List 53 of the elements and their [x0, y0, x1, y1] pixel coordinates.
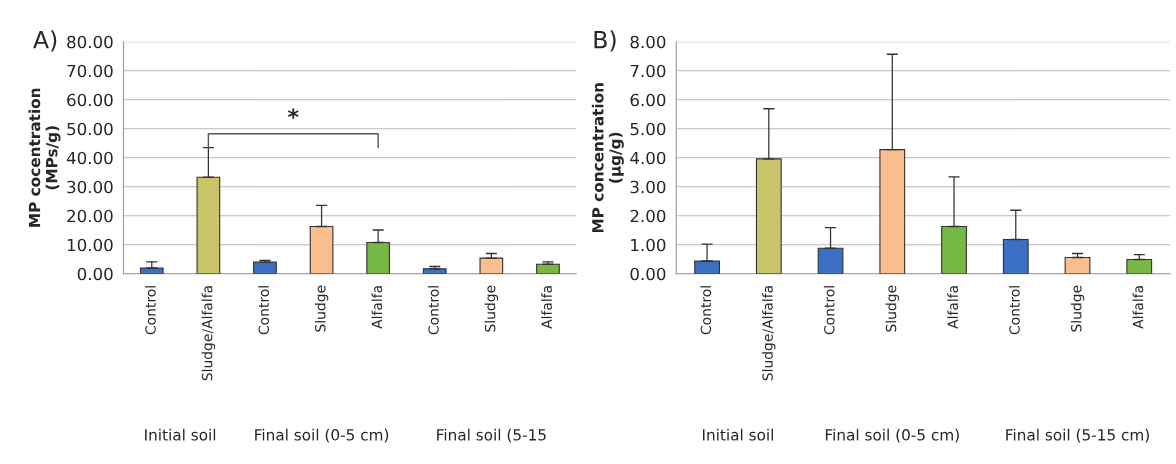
x-tick-label: Sludge [1070, 285, 1085, 332]
y-tick-label: 10.00 [67, 238, 113, 252]
y-tick-label: 80.00 [67, 35, 113, 49]
annotation: * [287, 108, 299, 119]
text: Final soil (5-15 cm) [1006, 428, 1149, 443]
y-tick-label: 5.00 [630, 122, 666, 136]
x-tick-label: Sludge [885, 285, 900, 332]
y-tick-label: 1.00 [631, 238, 666, 252]
y-axis-title: MP concentration (µg/g) [591, 83, 624, 233]
text: Initial soil [145, 428, 216, 441]
text: Final soil (0-5 cm) [825, 428, 959, 443]
text: Final soil (0-5 cm) [255, 428, 389, 443]
y-tick-label: 0.00 [77, 267, 113, 281]
x-tick-label: Control [823, 286, 835, 335]
bar [1126, 258, 1153, 274]
y-tick-label: 20.00 [67, 209, 113, 223]
y-tick-label: 8.00 [630, 35, 666, 49]
y-tick-label: 2.00 [630, 209, 666, 223]
y-tick-label: 30.00 [67, 180, 113, 194]
x-tick-label: Alfalfa [947, 286, 959, 329]
x-tick-label: Control [258, 286, 269, 335]
bar [536, 263, 560, 274]
x-tick-label: Control [1009, 286, 1020, 335]
y-tick-label: 40.00 [66, 151, 113, 165]
y-tick-label: 70.00 [67, 64, 113, 78]
x-tick-label: Control [428, 286, 439, 335]
bar [479, 257, 504, 274]
x-tick-label: Alfalfa [371, 286, 383, 329]
x-tick-label: Control [700, 286, 712, 335]
y-tick-label: 60.00 [67, 93, 113, 107]
y-tick-label: 4.00 [630, 151, 666, 165]
bar [694, 260, 720, 274]
y-tick-label: 3.00 [630, 180, 666, 194]
chart-title: B) [594, 30, 616, 52]
x-tick-label: Control [145, 286, 156, 335]
x-tick-label: Alfalfa [1132, 286, 1144, 329]
x-tick-label: Sludge/Alfalfa [201, 286, 216, 381]
x-tick-label: Sludge/Alfalfa [762, 286, 776, 381]
x-tick-label: Sludge [484, 285, 499, 332]
x-tick-label: Alfalfa [541, 286, 552, 329]
chart-title: A) [33, 30, 57, 52]
bar [755, 158, 782, 274]
text: Initial soil [702, 428, 773, 441]
y-tick-label: 7.00 [630, 64, 666, 78]
text: Final soil (5-15 [437, 428, 546, 443]
y-axis-title: MP cocentration (MPs/g) [28, 88, 61, 227]
bar [253, 261, 277, 274]
bar [196, 176, 221, 274]
y-tick-label: 50.00 [67, 122, 113, 136]
bar [1064, 256, 1091, 274]
y-tick-label: 6.00 [630, 93, 666, 107]
y-tick-label: 0.00 [630, 267, 666, 281]
x-tick-label: Sludge [314, 285, 329, 332]
